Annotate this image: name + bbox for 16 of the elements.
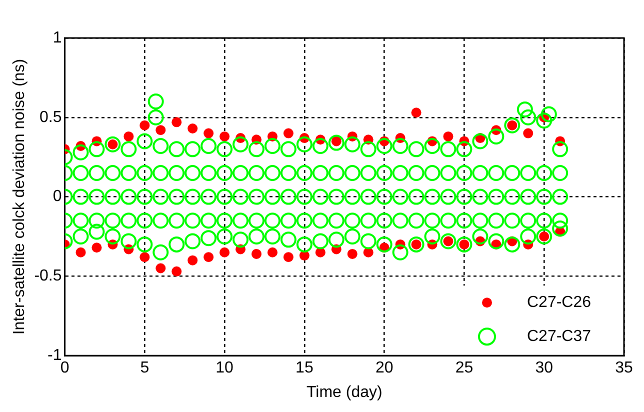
legend-label: C27-C37 [527,328,592,346]
x-tick-label: 35 [615,360,633,377]
x-tick-label: 15 [296,360,314,377]
y-axis-title: Inter-satellite colck deviation noise (ns) [11,58,28,335]
y-tick-label: 1 [52,29,62,46]
x-tick-label: 5 [140,360,150,377]
y-tick-label: -1 [48,347,62,364]
x-tick-label: 10 [216,360,234,377]
x-tick-label: 20 [375,360,394,377]
legend-label: C27-C26 [527,294,592,312]
x-axis-title: Time (day) [306,384,382,401]
y-tick-label: 0 [52,188,62,206]
x-tick-label: 30 [535,360,554,377]
y-tick-label: -0.5 [34,268,62,285]
x-tick-label: 25 [455,360,474,377]
y-tick-label: 0.5 [40,108,62,126]
